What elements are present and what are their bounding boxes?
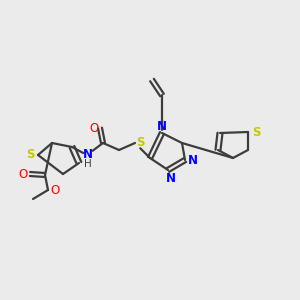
Text: N: N: [166, 172, 176, 184]
Text: S: S: [252, 125, 260, 139]
Text: O: O: [50, 184, 60, 196]
Text: O: O: [89, 122, 99, 134]
Text: N: N: [83, 148, 93, 161]
Text: N: N: [188, 154, 198, 166]
Text: H: H: [84, 159, 92, 169]
Text: S: S: [26, 148, 34, 161]
Text: S: S: [136, 136, 144, 149]
Text: O: O: [18, 167, 28, 181]
Text: N: N: [157, 119, 167, 133]
